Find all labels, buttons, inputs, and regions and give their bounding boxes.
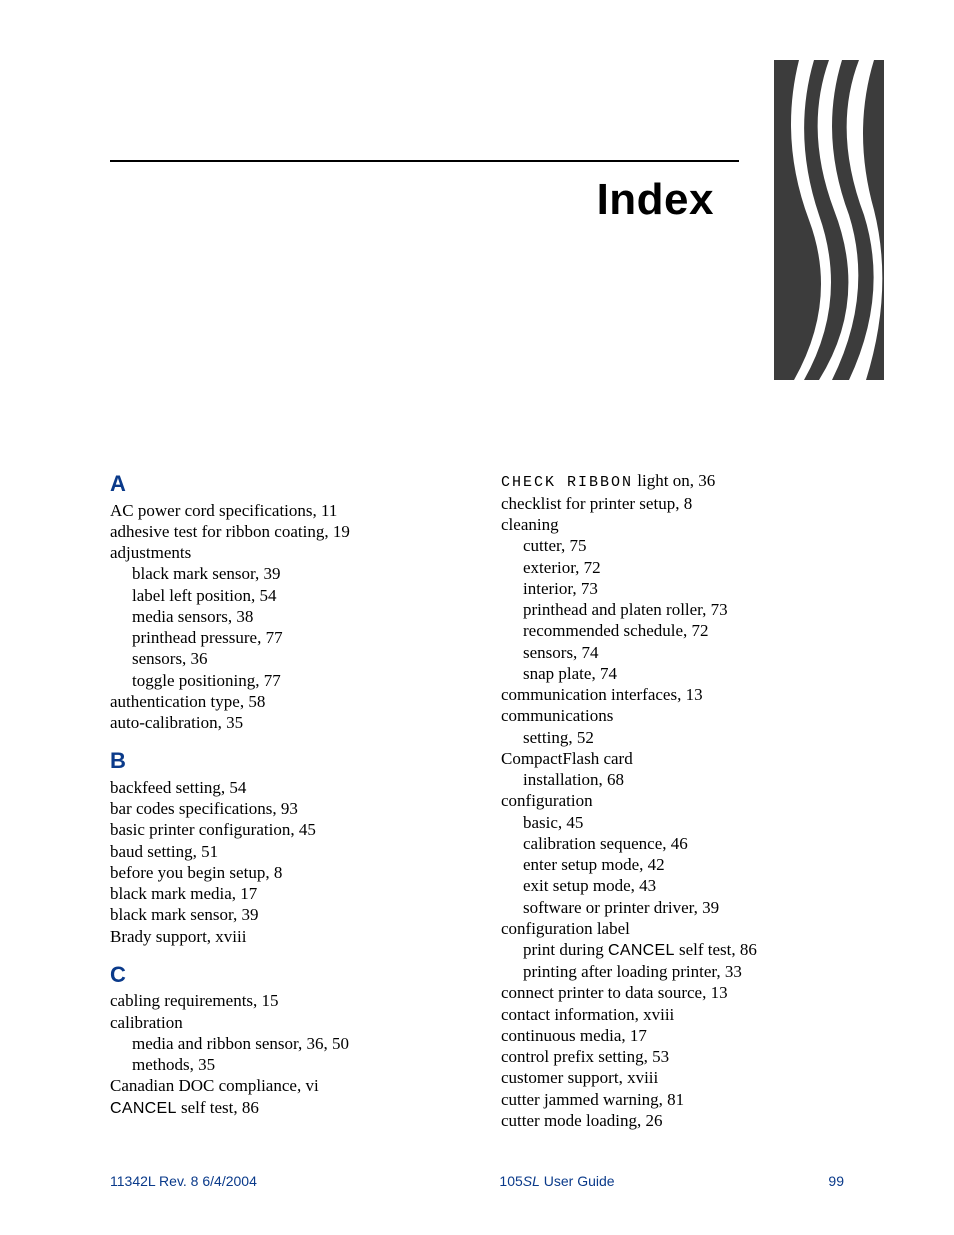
index-entry: cabling requirements, 15 [110,990,453,1011]
zebra-stripes-graphic [774,60,884,380]
index-subentry: printhead pressure, 77 [110,627,453,648]
footer-page-number: 99 [784,1173,844,1189]
index-entry: connect printer to data source, 13 [501,982,844,1003]
index-entry: communication interfaces, 13 [501,684,844,705]
index-subentry: printhead and platen roller, 73 [501,599,844,620]
page-title: Index [597,175,714,225]
section-heading-b: B [110,747,453,775]
index-subentry: exterior, 72 [501,557,844,578]
index-entry: configuration label [501,918,844,939]
index-subentry: sensors, 74 [501,642,844,663]
index-subentry: media and ribbon sensor, 36, 50 [110,1033,453,1054]
index-entry: Canadian DOC compliance, vi [110,1075,453,1096]
index-entry: backfeed setting, 54 [110,777,453,798]
footer-center-suffix: User Guide [540,1173,615,1189]
right-column: CHECK RIBBON light on, 36 checklist for … [501,470,844,1131]
cancel-label: CANCEL [608,942,675,959]
page-footer: 11342L Rev. 8 6/4/2004 105SL User Guide … [110,1173,844,1189]
index-entry: contact information, xviii [501,1004,844,1025]
header-rule [110,160,739,162]
index-subentry: snap plate, 74 [501,663,844,684]
section-heading-c: C [110,961,453,989]
index-entry: baud setting, 51 [110,841,453,862]
index-entry-cancel: CANCEL self test, 86 [110,1097,453,1119]
index-subentry: installation, 68 [501,769,844,790]
index-subentry: methods, 35 [110,1054,453,1075]
index-entry: calibration [110,1012,453,1033]
index-entry-check-ribbon: CHECK RIBBON light on, 36 [501,470,844,493]
footer-center-italic: SL [523,1173,540,1189]
cancel-label: CANCEL [110,1100,177,1117]
index-subentry: recommended schedule, 72 [501,620,844,641]
check-ribbon-rest: light on, 36 [633,471,715,490]
index-entry: authentication type, 58 [110,691,453,712]
left-column: A AC power cord specifications, 11 adhes… [110,470,453,1131]
index-entry: bar codes specifications, 93 [110,798,453,819]
print-during-post: self test, 86 [675,940,757,959]
check-ribbon-lcd: CHECK RIBBON [501,474,633,491]
index-entry: basic printer configuration, 45 [110,819,453,840]
index-entry: control prefix setting, 53 [501,1046,844,1067]
index-entry: adjustments [110,542,453,563]
index-subentry: setting, 52 [501,727,844,748]
index-subentry: cutter, 75 [501,535,844,556]
index-entry: customer support, xviii [501,1067,844,1088]
footer-center: 105SL User Guide [330,1173,784,1189]
index-columns: A AC power cord specifications, 11 adhes… [110,470,844,1131]
index-entry: black mark media, 17 [110,883,453,904]
index-subentry: printing after loading printer, 33 [501,961,844,982]
index-subentry: media sensors, 38 [110,606,453,627]
index-entry: before you begin setup, 8 [110,862,453,883]
footer-left: 11342L Rev. 8 6/4/2004 [110,1173,330,1189]
index-subentry: enter setup mode, 42 [501,854,844,875]
index-entry: cutter jammed warning, 81 [501,1089,844,1110]
cancel-rest: self test, 86 [177,1098,259,1117]
index-entry: cutter mode loading, 26 [501,1110,844,1131]
page: Index A AC power cord specifications, 11… [0,0,954,1235]
index-entry: communications [501,705,844,726]
index-entry: checklist for printer setup, 8 [501,493,844,514]
index-entry: auto-calibration, 35 [110,712,453,733]
index-subentry: black mark sensor, 39 [110,563,453,584]
index-subentry: toggle positioning, 77 [110,670,453,691]
index-subentry: calibration sequence, 46 [501,833,844,854]
index-entry: CompactFlash card [501,748,844,769]
index-subentry: label left position, 54 [110,585,453,606]
index-subentry: sensors, 36 [110,648,453,669]
footer-center-prefix: 105 [499,1173,522,1189]
index-entry: Brady support, xviii [110,926,453,947]
index-entry: cleaning [501,514,844,535]
index-entry: continuous media, 17 [501,1025,844,1046]
index-entry: AC power cord specifications, 11 [110,500,453,521]
index-subentry: software or printer driver, 39 [501,897,844,918]
index-subentry: exit setup mode, 43 [501,875,844,896]
index-entry: adhesive test for ribbon coating, 19 [110,521,453,542]
index-subentry: basic, 45 [501,812,844,833]
index-entry: configuration [501,790,844,811]
print-during-pre: print during [523,940,608,959]
header-area: Index [110,60,844,380]
section-heading-a: A [110,470,453,498]
index-subentry-cancel: print during CANCEL self test, 86 [501,939,844,961]
index-subentry: interior, 73 [501,578,844,599]
index-entry: black mark sensor, 39 [110,904,453,925]
